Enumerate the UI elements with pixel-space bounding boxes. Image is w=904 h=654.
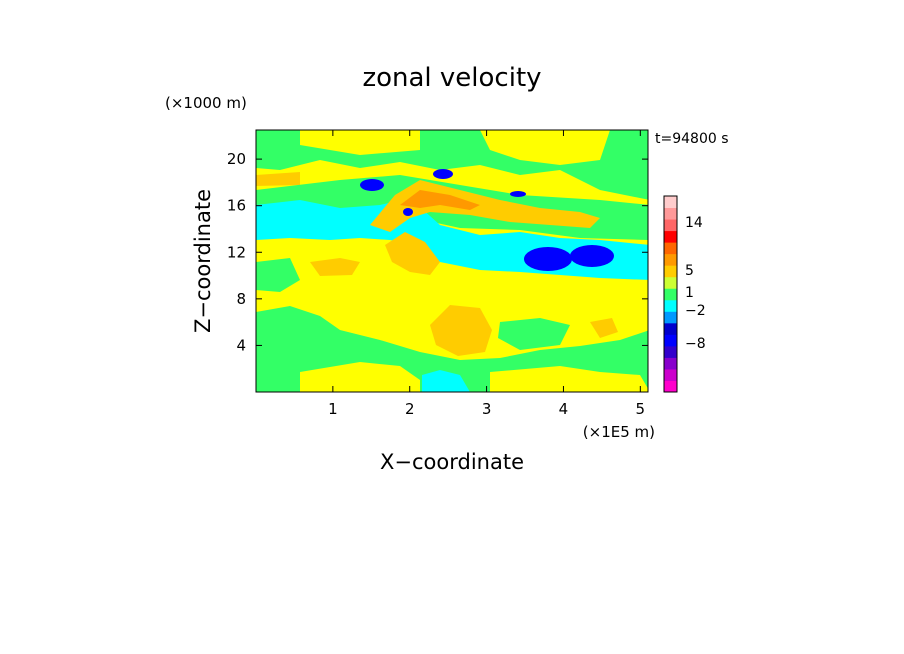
colorbar-swatch — [664, 196, 677, 209]
colorbar-swatch — [664, 288, 677, 301]
colorbar: −8 −2 1 5 14 — [663, 195, 706, 393]
x-tick-label: 1 — [328, 400, 338, 418]
orange-blob-left — [310, 258, 360, 276]
colorbar-tick-label: 1 — [685, 285, 694, 301]
colorbar-tick-label: 5 — [685, 263, 694, 279]
orange-blob-lower — [430, 305, 492, 356]
blue-core-large — [524, 247, 572, 271]
yellow-region-top — [300, 130, 420, 155]
orange-core — [400, 190, 480, 210]
x-axis: 1 2 3 4 5 — [328, 130, 645, 418]
colorbar-tick-label: −8 — [685, 336, 706, 352]
x-tick-label: 3 — [482, 400, 492, 418]
colorbar-swatch — [664, 357, 677, 370]
chart-title: zonal velocity — [362, 63, 541, 93]
contour-field — [255, 129, 649, 393]
colorbar-tick-label: −2 — [685, 303, 706, 319]
yellow-region-top-right — [480, 130, 610, 165]
blue-core-mid — [510, 191, 526, 197]
colorbar-swatch — [664, 380, 677, 393]
colorbar-tick-label: 14 — [685, 215, 703, 231]
blue-core-right — [570, 245, 614, 267]
colorbar-frame — [663, 195, 678, 393]
y-tick-label: 4 — [236, 336, 246, 354]
x-tick-label: 5 — [636, 400, 646, 418]
y-axis-label: Z−coordinate — [191, 189, 215, 333]
x-tick-label: 4 — [559, 400, 569, 418]
blue-core-small — [403, 208, 413, 216]
x-unit-label: (×1E5 m) — [583, 423, 655, 441]
orange-blob-right — [590, 318, 618, 338]
y-tick-label: 16 — [227, 197, 246, 215]
cyan-bottom — [422, 370, 470, 392]
time-label: t=94800 s — [655, 131, 729, 147]
y-axis: 4 8 12 16 20 — [227, 150, 648, 354]
colorbar-swatch — [664, 299, 677, 312]
colorbar-swatch — [664, 345, 677, 358]
x-tick-label: 2 — [405, 400, 415, 418]
colorbar-swatch — [664, 368, 677, 381]
colorbar-swatch — [664, 207, 677, 220]
yellow-region-lower-right — [490, 366, 648, 392]
colorbar-swatch — [664, 230, 677, 243]
colorbar-swatch — [664, 242, 677, 255]
colorbar-swatch — [664, 334, 677, 347]
blue-core-left — [360, 179, 384, 191]
x-axis-label: X−coordinate — [380, 450, 524, 474]
orange-strip-top — [256, 172, 300, 186]
colorbar-swatch — [664, 265, 677, 278]
colorbar-swatch — [664, 322, 677, 335]
y-tick-label: 8 — [236, 290, 246, 308]
orange-blob-center — [385, 232, 440, 275]
colorbar-swatch — [664, 276, 677, 289]
y-tick-label: 12 — [227, 243, 246, 261]
plot-frame — [255, 129, 649, 393]
colorbar-swatch — [664, 219, 677, 232]
yellow-region-lower — [300, 362, 420, 392]
colorbar-swatch — [664, 253, 677, 266]
y-unit-label: (×1000 m) — [165, 94, 247, 112]
blue-core-top — [433, 169, 453, 179]
green-region-mid-right — [498, 318, 570, 350]
green-region-left — [256, 258, 300, 292]
colorbar-swatch — [664, 311, 677, 324]
y-tick-label: 20 — [227, 150, 246, 168]
